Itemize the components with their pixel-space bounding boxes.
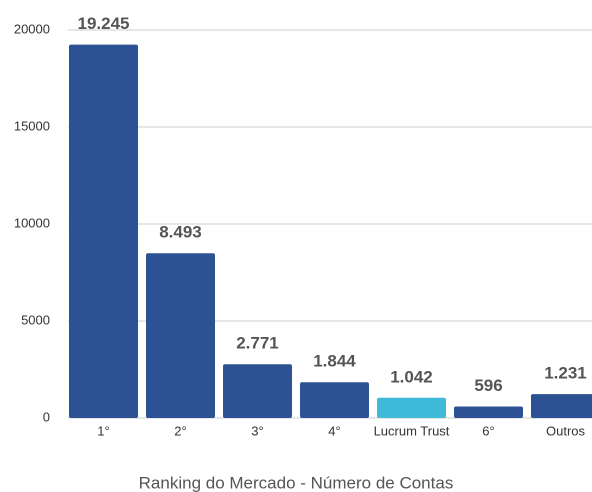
data-label: 8.493 bbox=[159, 223, 202, 242]
x-tick-label: 6° bbox=[482, 423, 494, 438]
bar bbox=[300, 382, 369, 418]
y-tick-label: 0 bbox=[43, 409, 50, 424]
y-tick-label: 15000 bbox=[14, 118, 50, 133]
bar bbox=[69, 44, 138, 418]
bar bbox=[223, 364, 292, 418]
x-tick-label: 3° bbox=[251, 423, 263, 438]
data-label: 1.231 bbox=[544, 364, 587, 383]
data-label: 2.771 bbox=[236, 334, 279, 353]
bar bbox=[454, 406, 523, 418]
x-tick-label: 2° bbox=[174, 423, 186, 438]
data-label: 1.844 bbox=[313, 352, 356, 371]
x-tick-label: Lucrum Trust bbox=[374, 423, 450, 438]
x-tick-label: 4° bbox=[328, 423, 340, 438]
bar bbox=[146, 253, 215, 418]
x-tick-label: 1° bbox=[97, 423, 109, 438]
data-label: 19.245 bbox=[78, 14, 130, 33]
bar bbox=[531, 394, 592, 418]
y-tick-label: 20000 bbox=[14, 21, 50, 36]
data-label: 596 bbox=[474, 376, 502, 395]
x-tick-label: Outros bbox=[546, 423, 586, 438]
chart-title: Ranking do Mercado - Número de Contas bbox=[139, 473, 454, 492]
bar bbox=[377, 397, 446, 418]
y-tick-label: 5000 bbox=[21, 312, 50, 327]
y-tick-label: 10000 bbox=[14, 215, 50, 230]
data-label: 1.042 bbox=[390, 367, 433, 386]
